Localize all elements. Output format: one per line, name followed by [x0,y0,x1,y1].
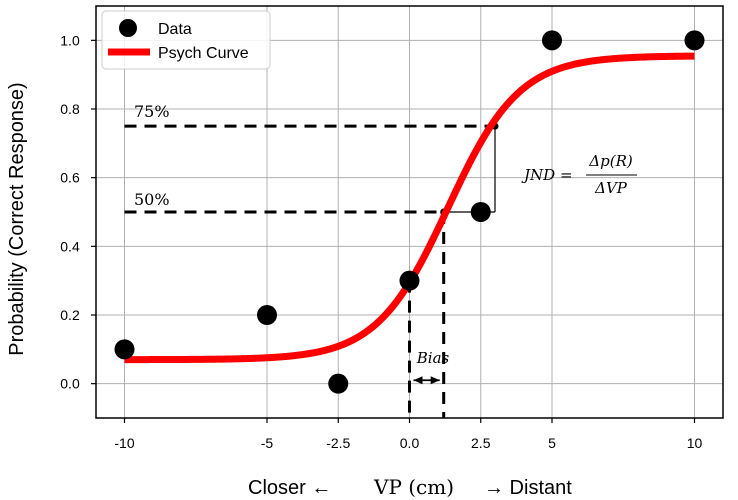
ticks: -10 -5 -2.5 0.0 2.5 5 10 0.0 0.2 0.4 0.6 0.8 1.0 [60,32,702,451]
data-points [114,30,705,394]
legend-data-marker [119,19,137,37]
jnd-formula-numerator: Δp(R) [588,152,633,170]
y-tick-label: 0.4 [60,238,80,254]
data-point [257,305,277,325]
data-point [684,30,705,51]
x-tick-label: 10 [687,435,703,451]
x-tick-label: -5 [261,435,274,451]
y-tick-label: 0.8 [60,101,80,117]
x-tick-label: -2.5 [326,435,350,451]
x-axis-label: Closer ← VP (cm) → Distant [248,475,572,499]
y-tick-label: 1.0 [60,32,80,48]
jnd-formula: JND = Δp(R) ΔVP [521,152,637,197]
y-tick-label: 0.0 [60,376,80,392]
bias-arrow-head-left [413,376,423,385]
y-tick-label: 0.6 [60,170,80,186]
legend-curve-label: Psych Curve [158,45,249,62]
legend-data-label: Data [158,21,192,38]
label-75-percent: 75% [134,102,170,121]
data-point [399,270,420,291]
x-axis-label-left: Closer ← [248,477,331,499]
annotations [413,376,440,385]
x-axis-label-right: → Distant [484,477,572,499]
legend: Data Psych Curve [101,10,271,70]
x-tick-label: 0.0 [400,435,420,451]
x-tick-label: 2.5 [471,435,491,451]
data-point [542,30,562,51]
bias-arrow-head-right [430,376,440,385]
bias-label: Bias [416,349,450,367]
y-tick-label: 0.2 [60,307,80,323]
data-point [328,373,349,394]
x-axis-label-middle: VP (cm) [373,475,454,499]
y-axis-label: Probability (Correct Response) [6,82,28,355]
jnd-formula-lhs: JND = [521,166,573,184]
x-tick-label: -10 [114,435,134,451]
jnd-formula-denominator: ΔVP [594,179,628,197]
label-50-percent: 50% [134,190,170,209]
data-point [470,202,491,222]
data-point [114,339,135,360]
x-tick-label: 5 [548,435,556,451]
